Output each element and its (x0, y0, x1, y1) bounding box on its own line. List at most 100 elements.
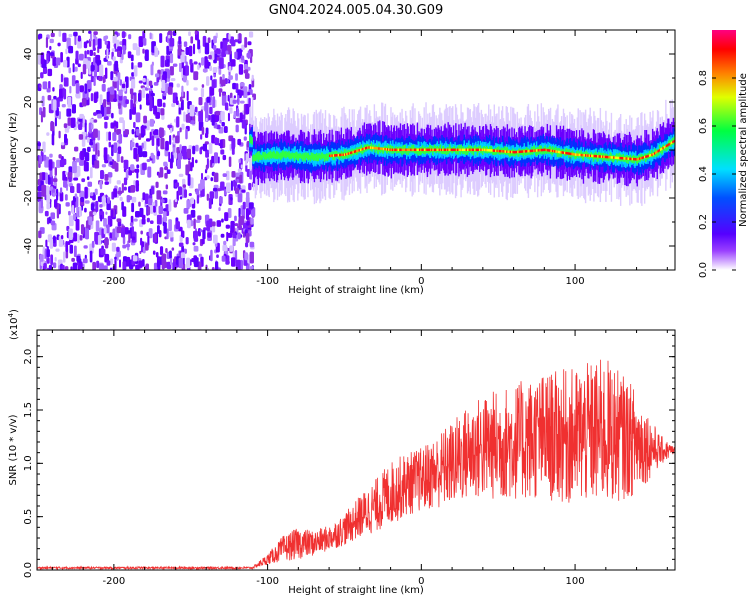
spectrogram-noise-cell (46, 257, 50, 264)
spectrogram-peak-cell (623, 157, 625, 160)
spectrogram-peak-cell (599, 155, 602, 158)
spectrogram-noise-cell (39, 84, 42, 88)
snr-y-tick-label: 1.0 (23, 455, 34, 471)
spectrogram-signal-cell (405, 149, 407, 154)
spectrogram-noise-cell (151, 186, 154, 195)
spectrogram-noise-cell (58, 111, 61, 120)
spectrogram-peak-cell (642, 156, 645, 159)
spectrogram-noise-cell (209, 106, 213, 115)
spectrogram-noise-cell (49, 239, 54, 249)
spectrogram-noise-cell (191, 156, 194, 168)
spectrogram-noise-cell (88, 216, 93, 226)
snr-y-scale-base: (x10 (9, 317, 20, 340)
spectrogram-noise-cell (206, 193, 209, 201)
spectrogram-noise-cell (79, 53, 84, 61)
spectrogram-noise-cell (212, 187, 218, 192)
spectrogram-peak-cell (512, 150, 514, 154)
spectrogram-noise-cell (231, 170, 236, 178)
spectrogram-noise-cell (183, 41, 188, 47)
spectrogram-noise-cell (119, 196, 123, 202)
spectrogram-noise-cell (69, 86, 72, 94)
spectrogram-signal-cell (298, 155, 300, 159)
spectrogram-peak-cell (672, 140, 674, 144)
spectrogram-noise-cell (202, 229, 206, 240)
spectrogram-noise-cell (150, 92, 155, 97)
spectrogram-noise-cell (135, 112, 141, 123)
spectrogram-peak-cell (385, 148, 388, 151)
spectrogram-noise-cell (251, 74, 254, 81)
spectrogram-signal-cell (312, 156, 315, 161)
spectrogram-peak-cell (613, 156, 615, 159)
spectrogram-signal-cell (559, 151, 562, 157)
spectrogram-noise-cell (83, 159, 87, 172)
spectrogram-signal-cell (275, 153, 277, 159)
spectrogram-noise-cell (159, 246, 164, 256)
spectrogram-noise-cell (245, 153, 250, 162)
spectrogram-noise-cell (54, 117, 57, 127)
spectrogram-noise-cell (162, 190, 168, 195)
spectrogram-noise-cell (73, 245, 77, 258)
spectrogram-noise-cell (120, 156, 124, 163)
spectrogram-noise-cell (62, 87, 65, 97)
spectrogram-peak-cell (529, 149, 531, 153)
spectrogram-noise-cell (154, 134, 159, 139)
spectrogram-signal-cell (260, 154, 263, 159)
spectrogram-signal-cell (256, 151, 259, 159)
spectrogram-peak-cell (457, 148, 459, 152)
spectrogram-signal-cell (545, 148, 548, 154)
spectrogram-signal-cell (474, 145, 476, 152)
spectrogram-noise-cell (108, 131, 112, 141)
spectrogram-noise-cell (178, 257, 184, 269)
spectrogram-noise-cell (105, 106, 111, 115)
spectrogram-noise-cell (92, 261, 96, 270)
spectrogram-signal-cell (284, 152, 286, 159)
spectrogram-noise-cell (82, 115, 85, 128)
spectrogram-signal-cell (568, 149, 571, 156)
spectrogram-noise-cell (206, 175, 210, 179)
spectrogram-noise-cell (74, 193, 78, 198)
spectrogram-noise-cell (164, 83, 169, 91)
spectrogram-signal-cell (257, 155, 260, 162)
spectrogram-peak-cell (468, 148, 470, 152)
spectrogram-noise-cell (50, 220, 56, 226)
spectrogram-noise-cell (83, 245, 88, 249)
spectrogram-noise-cell (172, 63, 178, 67)
spectrogram-noise-cell (193, 71, 199, 81)
spectrogram-noise-cell (235, 73, 238, 81)
spectrogram-noise-cell (245, 103, 250, 115)
spectrogram-signal-cell (364, 144, 366, 156)
spectrogram-noise-cell (87, 181, 93, 187)
spectrogram-noise-cell (230, 197, 233, 201)
spectrogram-noise-cell (121, 31, 126, 39)
spectrogram-noise-cell (61, 264, 65, 270)
spectrogram-peak-cell (359, 148, 362, 152)
spectrogram-noise-cell (206, 96, 211, 103)
spectrogram-peak-cell (439, 148, 442, 152)
spectrogram-noise-cell (175, 182, 180, 187)
spectrogram-noise-cell (249, 251, 254, 264)
spectrogram-signal-cell (655, 149, 657, 160)
spectrogram-peak-cell (374, 146, 377, 150)
spectrogram-signal-cell (668, 139, 671, 146)
spectrogram-noise-cell (72, 213, 76, 221)
spectrogram-signal-cell (267, 152, 270, 159)
spectrogram-noise-cell (91, 240, 95, 248)
spectrogram-signal-cell (300, 154, 303, 160)
spectrogram-noise-cell (160, 137, 165, 150)
spectrogram-noise-cell (148, 80, 153, 86)
spectrogram-noise-cell (225, 170, 230, 181)
spectrogram-noise-cell (128, 231, 131, 243)
spectrogram-noise-cell (60, 142, 65, 146)
spectrogram-peak-cell (502, 150, 504, 153)
spectrogram-peak-cell (532, 149, 534, 153)
spectrogram-peak-cell (518, 150, 520, 154)
spectrogram-x-label: Height of straight line (km) (288, 285, 424, 296)
spectrogram-peak-cell (368, 146, 370, 149)
spectrogram-noise-cell (53, 199, 58, 208)
spectrogram-peak-cell (372, 146, 374, 150)
spectrogram-noise-cell (146, 78, 149, 89)
spectrogram-noise-cell (188, 160, 191, 172)
spectrogram-noise-cell (181, 123, 185, 130)
spectrogram-signal-cell (302, 153, 304, 162)
spectrogram-noise-cell (150, 269, 155, 270)
